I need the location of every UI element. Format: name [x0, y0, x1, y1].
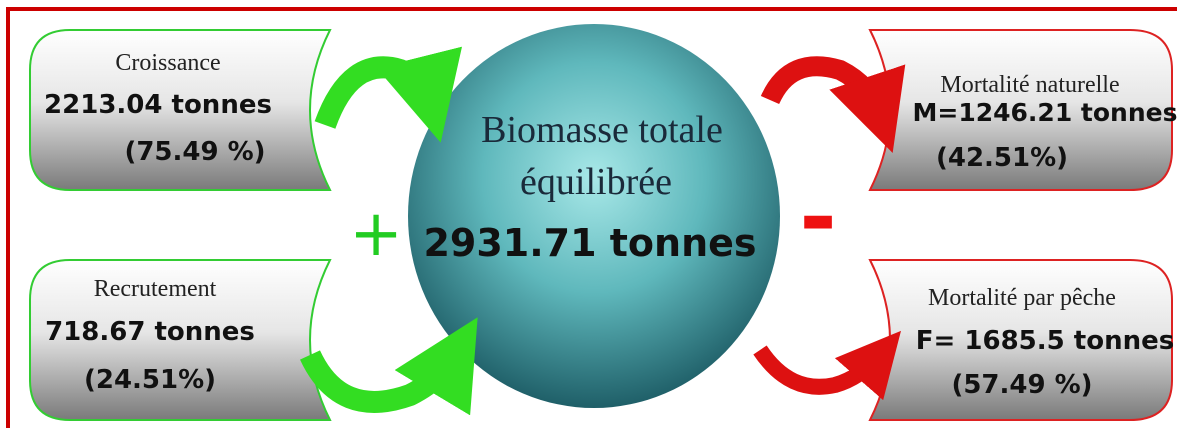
output-label: Mortalité naturelle	[940, 72, 1119, 98]
input-label: Recrutement	[94, 276, 217, 302]
frame	[6, 7, 1177, 428]
center-circle	[408, 24, 780, 408]
input-percent: (24.51%)	[84, 365, 216, 395]
output-label: Mortalité par pêche	[928, 285, 1116, 311]
input-box	[29, 259, 332, 421]
center-line: Biomasse totale	[481, 109, 723, 151]
input-value: 2213.04 tonnes	[44, 90, 272, 120]
input-percent: (75.49 %)	[124, 137, 265, 167]
input-value: 718.67 tonnes	[45, 317, 255, 347]
red-arrow	[760, 56, 906, 153]
center-line: équilibrée	[520, 161, 672, 203]
center-value: 2931.71 tonnes	[423, 221, 756, 265]
red-arrow	[753, 330, 902, 401]
input-box	[29, 29, 332, 191]
green-arrow	[300, 317, 478, 416]
output-percent: (57.49 %)	[951, 370, 1092, 400]
minus-sign: -	[799, 165, 836, 270]
green-arrow	[314, 46, 462, 143]
input-label: Croissance	[115, 50, 220, 76]
output-percent: (42.51%)	[936, 143, 1068, 173]
output-value: F= 1685.5 tonnes	[916, 326, 1174, 356]
output-value: M=1246.21 tonnes	[913, 98, 1177, 127]
plus-sign: +	[349, 197, 403, 271]
output-box	[868, 259, 1173, 421]
